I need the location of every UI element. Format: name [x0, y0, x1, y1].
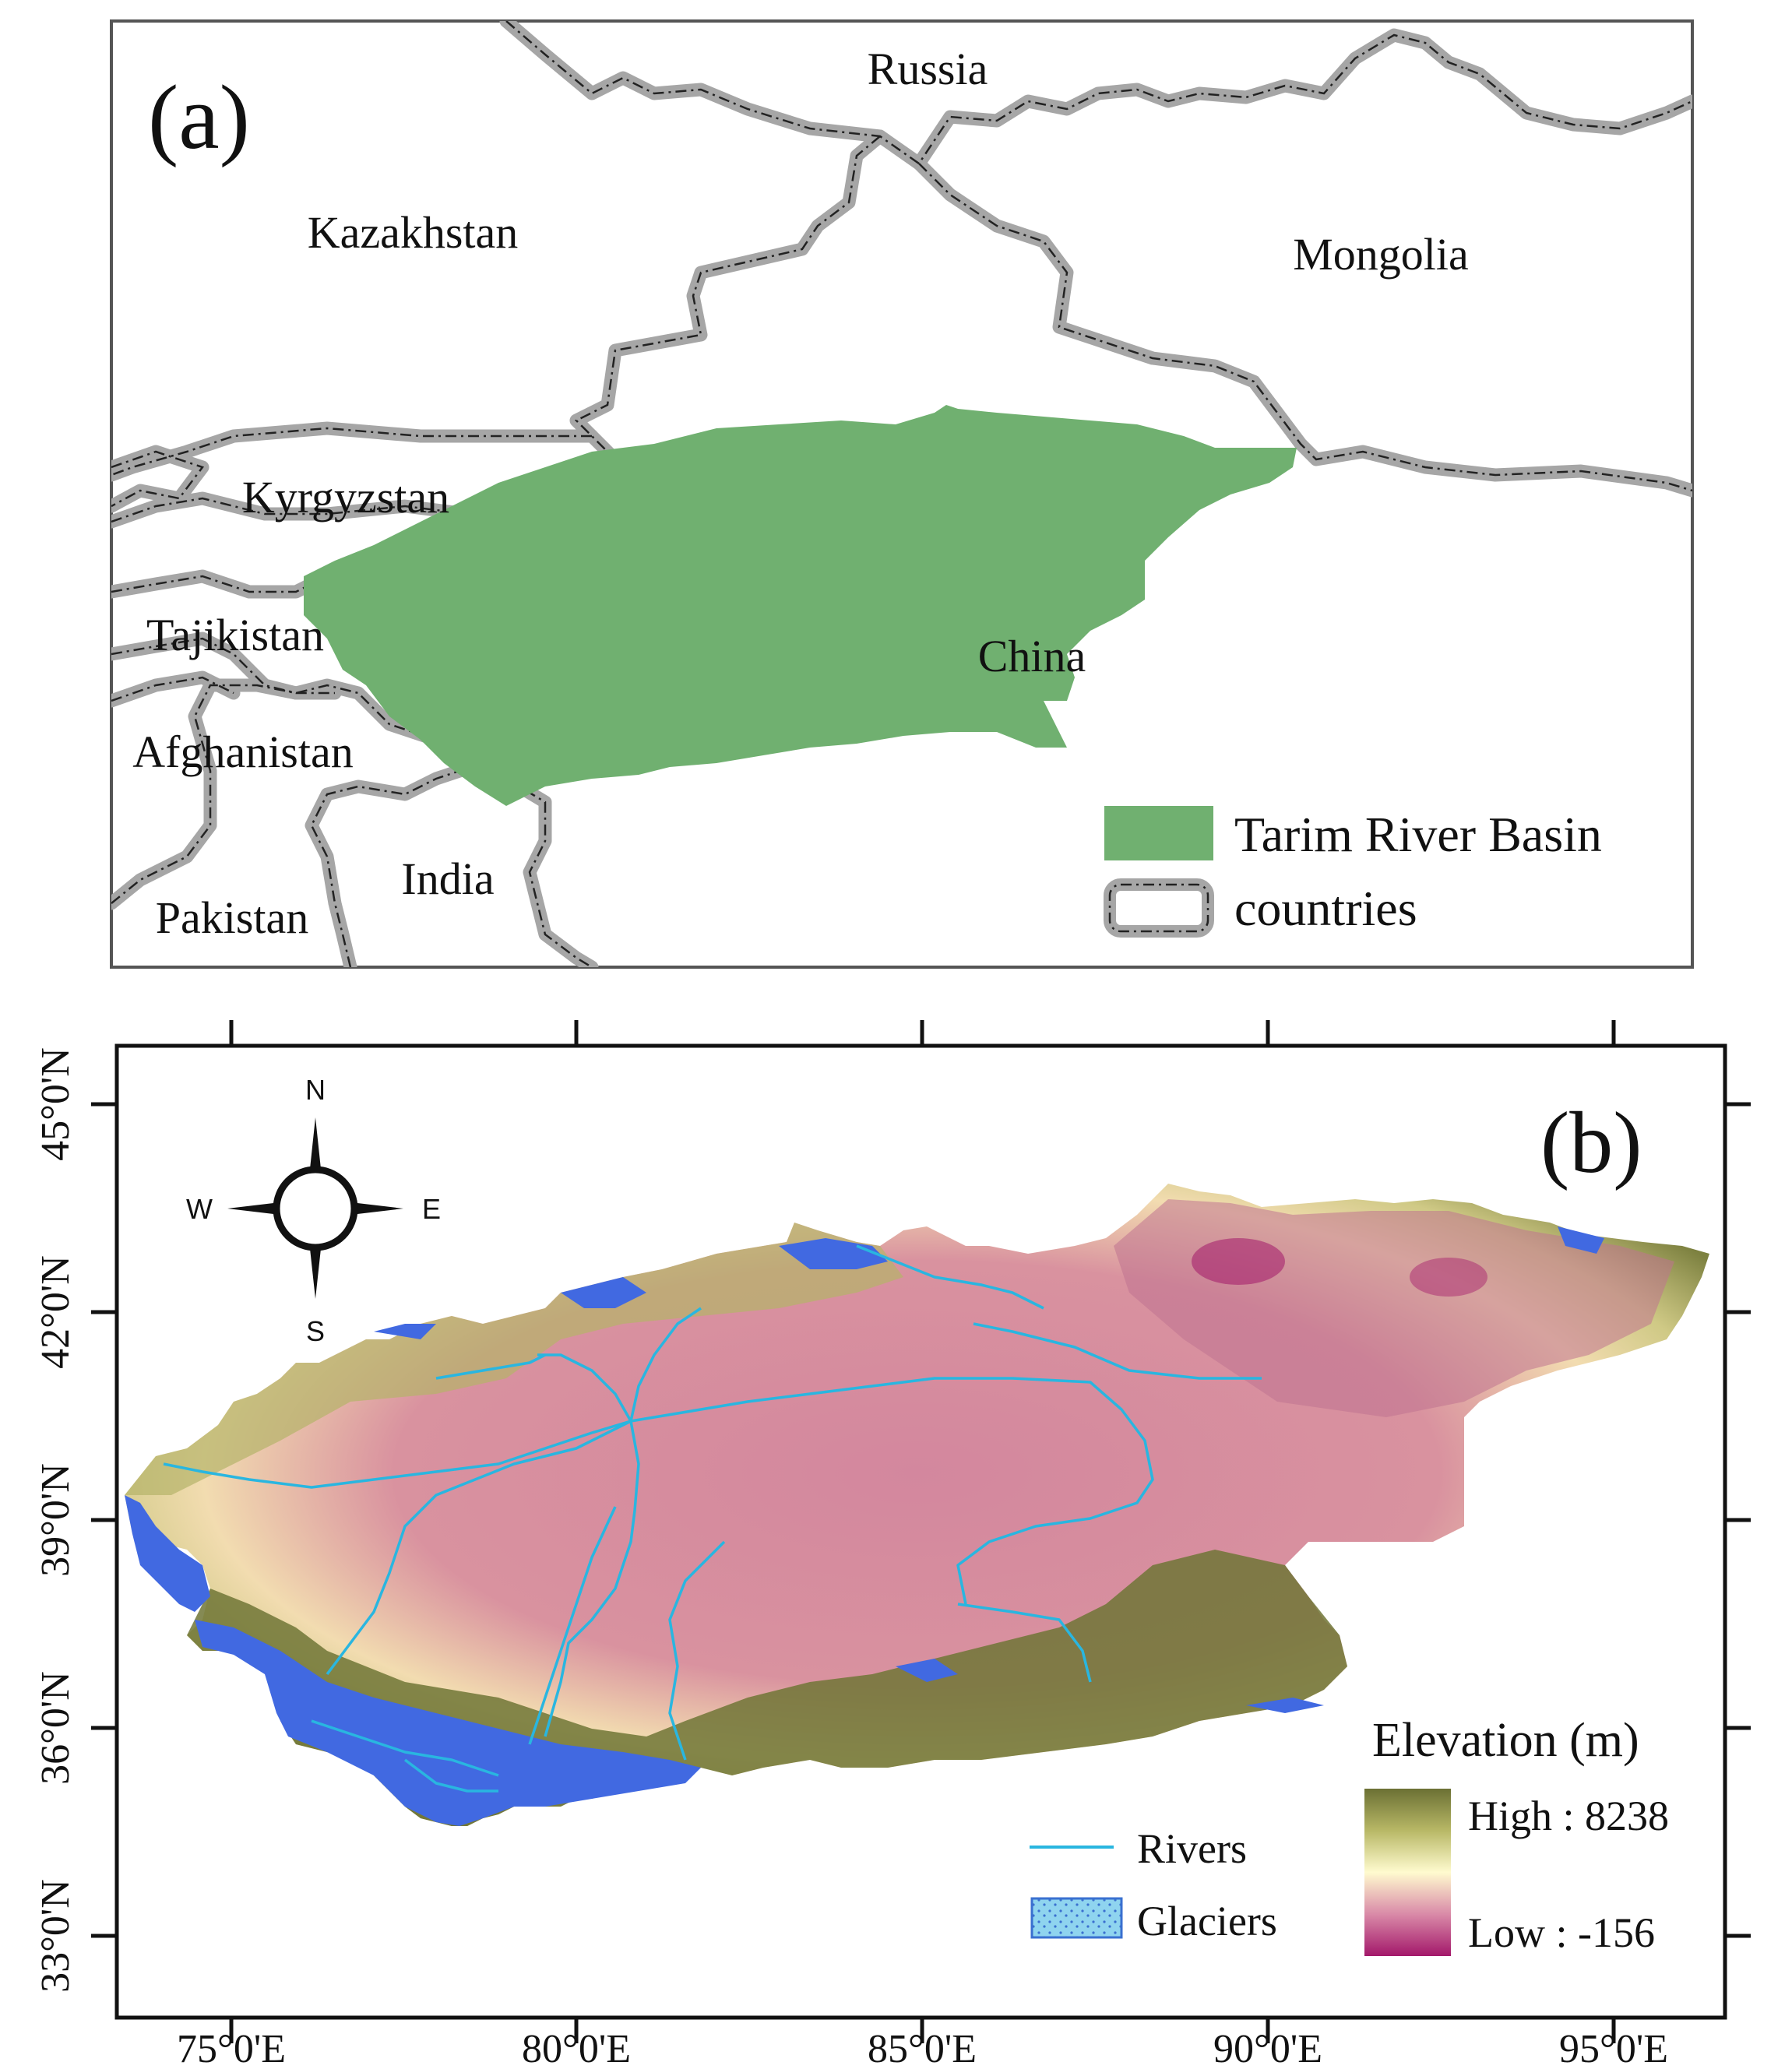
- legend-glaciers-label: Glaciers: [1137, 1898, 1277, 1944]
- rivers: [163, 1244, 1262, 1793]
- compass-s-label: S: [306, 1315, 325, 1347]
- country-label-kyrgyzstan: Kyrgyzstan: [242, 472, 449, 523]
- legend-basin-label: Tarim River Basin: [1234, 807, 1602, 862]
- y-tick-39n: 39°0'N: [33, 1463, 78, 1577]
- country-label-kazakhstan: Kazakhstan: [308, 207, 519, 258]
- river-keriya: [668, 1540, 726, 1761]
- panel-b: 75°0'E 80°0'E 85°0'E 90°0'E 95°0'E 45°0'…: [33, 1020, 1751, 2069]
- legend-elevation-high: High : 8238: [1468, 1793, 1669, 1839]
- compass-w-label: W: [186, 1193, 213, 1225]
- legend-elevation-ramp: [1364, 1789, 1451, 1956]
- legend-countries-label: countries: [1234, 881, 1417, 936]
- legend-countries-swatch: [1104, 878, 1214, 938]
- river-yarkand-west: [326, 1420, 632, 1676]
- tarim-basin-area: [304, 405, 1297, 806]
- north-arrow-compass: N S W E: [186, 1074, 441, 1347]
- x-tick-95e: 95°0'E: [1559, 2027, 1668, 2069]
- y-tick-36n: 36°0'N: [33, 1671, 78, 1785]
- panel-a: (a) Russia Kazakhstan Mongolia Kyrgyzsta…: [110, 19, 1694, 969]
- river-aksu: [537, 1353, 632, 1422]
- x-tick-80e: 80°0'E: [522, 2027, 631, 2069]
- legend-elevation-low: Low : -156: [1468, 1909, 1655, 1956]
- x-tick-90e: 90°0'E: [1213, 2027, 1322, 2069]
- glacier-tianshan-sw: [374, 1324, 436, 1339]
- legend-rivers-label: Rivers: [1137, 1825, 1247, 1872]
- x-tick-labels: 75°0'E 80°0'E 85°0'E 90°0'E 95°0'E: [177, 2027, 1668, 2069]
- y-tick-labels: 45°0'N 42°0'N 39°0'N 36°0'N 33°0'N: [33, 1047, 78, 1993]
- country-label-pakistan: Pakistan: [156, 892, 309, 943]
- x-tick-75e: 75°0'E: [177, 2027, 286, 2069]
- panel-a-label: (a): [148, 66, 250, 168]
- river-hotan: [528, 1506, 617, 1745]
- glaciers: [125, 1226, 1604, 1826]
- x-tick-85e: 85°0'E: [868, 2027, 977, 2069]
- glacier-altun-2: [1246, 1698, 1324, 1713]
- river-kashgar: [163, 1420, 632, 1489]
- panel-a-legend: Tarim River Basin countries: [1104, 806, 1602, 938]
- glacier-kunlun-karakoram: [195, 1620, 701, 1826]
- glacier-east: [1558, 1226, 1604, 1254]
- y-tick-45n: 45°0'N: [33, 1047, 78, 1161]
- glacier-tianshan-central: [779, 1238, 888, 1269]
- country-label-afghanistan: Afghanistan: [132, 727, 354, 777]
- glacier-altun-1: [896, 1659, 958, 1682]
- panel-b-legend-elevation: Elevation (m) High : 8238 Low : -156: [1364, 1714, 1669, 1956]
- legend-basin-swatch: [1104, 806, 1213, 860]
- glacier-pamir: [125, 1495, 210, 1612]
- compass-ring: [273, 1166, 358, 1251]
- compass-east-point: [344, 1202, 403, 1216]
- compass-e-label: E: [422, 1193, 441, 1225]
- country-label-china: China: [978, 631, 1086, 681]
- country-label-tajikistan: Tajikistan: [146, 610, 324, 660]
- river-tarim-main: [630, 1377, 1154, 1605]
- river-kongque: [973, 1322, 1262, 1380]
- compass-n-label: N: [305, 1074, 326, 1106]
- panel-b-label: (b): [1540, 1095, 1642, 1191]
- northern-mountains: [125, 1223, 903, 1495]
- river-headwaters-b: [403, 1758, 498, 1793]
- y-tick-33n: 33°0'N: [33, 1879, 78, 1993]
- country-label-russia: Russia: [868, 44, 988, 94]
- legend-glaciers-swatch: [1030, 1897, 1123, 1939]
- graticule-ticks: [91, 1020, 1751, 2043]
- country-label-india: India: [401, 853, 494, 904]
- river-kaidu: [856, 1244, 1044, 1310]
- country-label-mongolia: Mongolia: [1293, 229, 1469, 280]
- glacier-tianshan-west: [561, 1277, 646, 1308]
- river-tianshan-tributary: [435, 1353, 546, 1380]
- river-headwaters-a: [311, 1719, 499, 1777]
- panel-b-legend-features: Rivers Glaciers: [1030, 1825, 1277, 1944]
- hami-depression: [1410, 1258, 1487, 1297]
- compass-west-point: [227, 1202, 287, 1216]
- river-cherchen: [957, 1603, 1092, 1683]
- river-weigan: [629, 1307, 702, 1422]
- turpan-depression: [1192, 1238, 1285, 1285]
- river-yarkand: [544, 1420, 640, 1737]
- legend-elevation-title: Elevation (m): [1372, 1714, 1639, 1767]
- y-tick-42n: 42°0'N: [33, 1255, 78, 1369]
